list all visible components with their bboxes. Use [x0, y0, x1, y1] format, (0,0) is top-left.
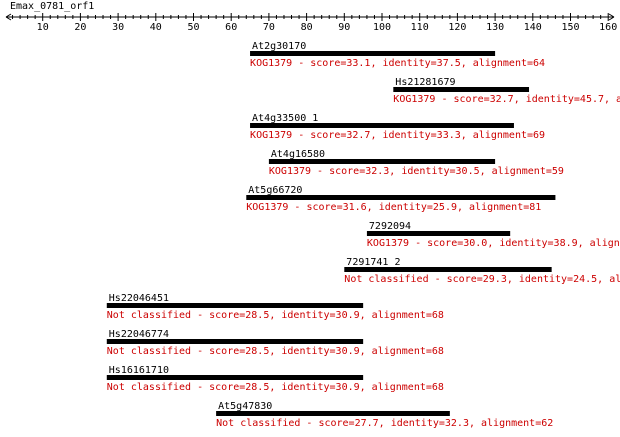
hit-name[interactable]: 7292094	[369, 221, 411, 232]
hit-description: Not classified - score=28.5, identity=30…	[107, 382, 444, 393]
ruler-tick-label: 40	[150, 22, 162, 33]
hit-description: Not classified - score=28.5, identity=30…	[107, 346, 444, 357]
alignment-bar[interactable]	[216, 411, 450, 416]
ruler-tick-label: 120	[448, 22, 466, 33]
alignment-bar[interactable]	[106, 375, 364, 380]
hit-name[interactable]: At2g30170	[252, 41, 306, 52]
hit-row[interactable]: 7292094 KOG1379 - score=30.0, identity=38…	[366, 221, 620, 249]
alignment-bar[interactable]	[366, 231, 511, 236]
alignment-bar[interactable]	[106, 339, 364, 344]
hit-name[interactable]: At4g33500_1	[252, 113, 318, 124]
ruler-tick-label: 160	[599, 22, 617, 33]
hit-name[interactable]: Hs21281679	[395, 77, 455, 88]
hit-name[interactable]: Hs16161710	[109, 365, 169, 376]
hit-name[interactable]: At5g66720	[248, 185, 302, 196]
hit-row[interactable]: Hs21281679 KOG1379 - score=32.7, identity…	[393, 77, 620, 105]
hit-row[interactable]: At4g16580 KOG1379 - score=32.3, identity=…	[268, 149, 564, 177]
alignment-bar[interactable]	[393, 87, 530, 92]
hits-list: At2g30170 KOG1379 - score=33.1, identity=…	[106, 41, 620, 429]
ruler-tick-label: 80	[301, 22, 313, 33]
hit-row[interactable]: Hs22046774 Not classified - score=28.5, i…	[106, 329, 444, 357]
hit-description: Not classified - score=27.7, identity=32…	[216, 418, 553, 429]
hit-description: KOG1379 - score=32.3, identity=30.5, ali…	[269, 166, 564, 177]
hit-name[interactable]: At5g47830	[218, 401, 272, 412]
alignment-bar[interactable]	[344, 267, 552, 272]
hit-name[interactable]: Hs22046451	[109, 293, 169, 304]
hit-row[interactable]: Hs16161710 Not classified - score=28.5, i…	[106, 365, 444, 393]
hit-description: KOG1379 - score=31.6, identity=25.9, ali…	[246, 202, 541, 213]
hit-row[interactable]: Hs22046451 Not classified - score=28.5, i…	[106, 293, 444, 321]
ruler-tick-label: 30	[112, 22, 124, 33]
ruler-tick-label: 110	[411, 22, 429, 33]
position-ruler: 10 20 30 40 50 60 70 80 90 100 110 120 130 140 150 160	[5, 13, 617, 33]
ruler-tick-label: 130	[486, 22, 504, 33]
hit-row[interactable]: At2g30170 KOG1379 - score=33.1, identity=…	[250, 41, 545, 69]
hit-row[interactable]: At4g33500_1 KOG1379 - score=32.7, identit…	[250, 113, 545, 141]
ruler-left-arrow-icon	[5, 13, 12, 21]
ruler-right-arrow-icon	[608, 13, 615, 21]
hit-description: KOG1379 - score=30.0, identity=38.9, ali…	[367, 238, 620, 249]
alignment-bar[interactable]	[246, 195, 556, 200]
ruler-tick-label: 10	[37, 22, 49, 33]
ruler-tick-label: 90	[338, 22, 350, 33]
hit-name[interactable]: 7291741_2	[346, 257, 400, 268]
hit-description: KOG1379 - score=32.7, identity=33.3, ali…	[250, 130, 545, 141]
ruler-tick-label: 60	[225, 22, 237, 33]
hit-description: KOG1379 - score=33.1, identity=37.5, ali…	[250, 58, 545, 69]
hit-description: Not classified - score=29.3, identity=24…	[344, 274, 620, 285]
sequence-title: Emax_0781_orf1	[10, 1, 95, 12]
alignment-bar[interactable]	[250, 123, 514, 128]
hit-description: KOG1379 - score=32.7, identity=45.7, ali…	[393, 94, 620, 105]
hit-row[interactable]: At5g47830 Not classified - score=27.7, id…	[216, 401, 553, 429]
hit-description: Not classified - score=28.5, identity=30…	[107, 310, 444, 321]
ruler-tick-label: 150	[561, 22, 579, 33]
hit-row[interactable]: 7291741_2 Not classified - score=29.3, id…	[344, 257, 620, 285]
alignment-bar[interactable]	[106, 303, 364, 308]
hit-row[interactable]: At5g66720 KOG1379 - score=31.6, identity=…	[246, 185, 556, 213]
hit-name[interactable]: At4g16580	[271, 149, 325, 160]
hit-name[interactable]: Hs22046774	[109, 329, 169, 340]
ruler-tick-label: 20	[74, 22, 86, 33]
alignment-bar[interactable]	[250, 51, 496, 56]
alignment-bar[interactable]	[268, 159, 496, 164]
ruler-tick-label: 140	[524, 22, 542, 33]
ruler-tick-label: 70	[263, 22, 275, 33]
ruler-tick-label: 100	[373, 22, 391, 33]
ruler-tick-label: 50	[187, 22, 199, 33]
